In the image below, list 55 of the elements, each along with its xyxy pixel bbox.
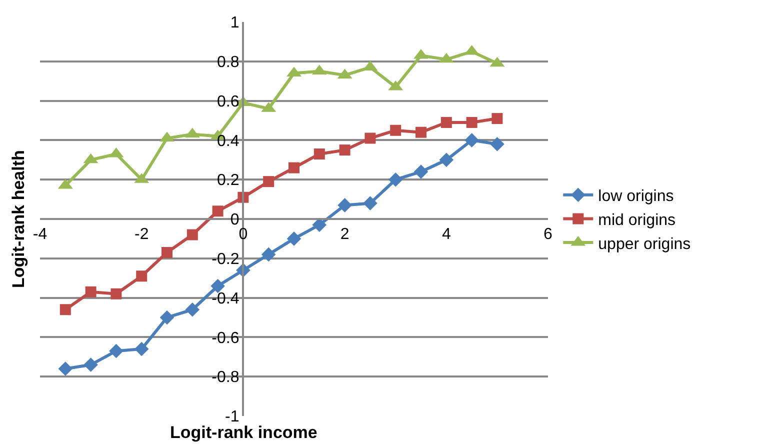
y-tick-label: -0.6 (212, 330, 240, 347)
y-tick-label: 0.8 (217, 54, 240, 71)
point (134, 342, 149, 356)
point (416, 126, 426, 138)
x-axis-title: Logit-rank income (170, 423, 318, 442)
point (210, 278, 225, 294)
point (109, 344, 124, 358)
point (58, 362, 73, 376)
point (388, 172, 403, 187)
y-tick-label: -0.4 (212, 290, 240, 308)
point (186, 229, 198, 240)
point (110, 288, 122, 300)
point (464, 133, 479, 148)
y-tick-label: -0.8 (212, 369, 240, 386)
point (286, 232, 302, 246)
point (466, 116, 478, 128)
point (162, 246, 172, 258)
y-tick-label: 0 (230, 212, 240, 229)
point (364, 132, 376, 144)
point (312, 218, 327, 232)
point (363, 196, 378, 210)
y-tick-label: -1 (225, 408, 240, 426)
x-tick-label: 6 (544, 226, 553, 243)
x-tick-label: -4 (32, 226, 48, 243)
point (338, 198, 352, 212)
y-tick-label: 0.4 (217, 132, 240, 150)
y-tick-label: 0.6 (217, 93, 240, 110)
point (492, 113, 503, 124)
point (439, 152, 454, 168)
point (85, 286, 96, 298)
point (84, 358, 98, 372)
x-tick-label: -2 (134, 226, 149, 243)
point (440, 116, 452, 128)
point (261, 247, 276, 262)
point (60, 304, 71, 316)
y-axis-title: Logit-rank health (9, 150, 28, 288)
point (490, 136, 504, 152)
point (185, 302, 200, 317)
legend-label: mid origins (598, 212, 676, 229)
point (390, 124, 402, 136)
point (160, 310, 174, 325)
x-tick-label: 2 (340, 226, 350, 243)
point (339, 144, 350, 156)
point (288, 162, 300, 174)
point (414, 164, 428, 179)
point (212, 206, 224, 217)
legend-label: upper origins (598, 236, 691, 253)
point (263, 176, 274, 188)
point (136, 270, 148, 282)
y-tick-label: 0.2 (217, 172, 240, 190)
x-tick-label: 4 (442, 226, 451, 243)
legend-label: low origins (598, 188, 674, 206)
y-tick-label: -0.2 (212, 251, 240, 268)
y-tick-label: 1 (230, 14, 240, 32)
point (314, 148, 325, 160)
